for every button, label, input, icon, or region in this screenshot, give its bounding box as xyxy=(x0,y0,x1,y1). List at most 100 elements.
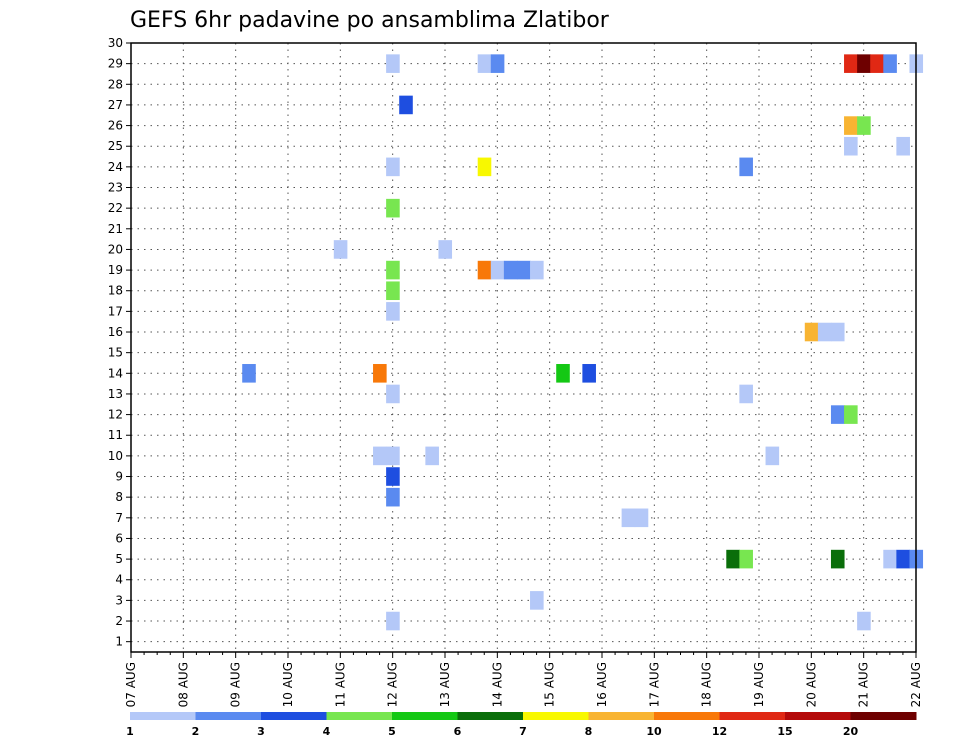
x-tick-label: 14 AUG xyxy=(490,662,504,707)
y-tick-label: 11 xyxy=(108,428,123,442)
legend-swatch xyxy=(326,712,393,720)
heatmap-cell xyxy=(530,260,544,280)
legend-swatch xyxy=(719,712,786,720)
legend-swatch xyxy=(654,712,720,720)
heatmap-cell xyxy=(739,549,753,569)
heatmap-cell xyxy=(386,446,400,466)
x-tick-label: 19 AUG xyxy=(752,662,766,707)
y-tick-label: 22 xyxy=(108,201,123,215)
heatmap-cell xyxy=(556,364,570,383)
heatmap-cell xyxy=(634,508,649,528)
heatmap-cell xyxy=(386,611,400,631)
heatmap-cell xyxy=(386,54,400,73)
heatmap-cell xyxy=(739,384,753,404)
gridlines xyxy=(131,42,916,652)
legend-label: 10 xyxy=(646,725,662,738)
y-tick-label: 26 xyxy=(108,119,123,133)
heatmap-cell xyxy=(516,260,531,280)
legend-label: 1 xyxy=(126,725,134,738)
heatmap-cell xyxy=(386,260,400,280)
y-tick-label: 1 xyxy=(115,635,123,649)
y-tick-label: 29 xyxy=(108,57,123,71)
heatmap-cell xyxy=(857,611,871,631)
legend-swatch xyxy=(785,712,851,720)
x-tick-label: 21 AUG xyxy=(857,662,871,707)
legend-label: 5 xyxy=(388,725,396,738)
y-tick-label: 24 xyxy=(108,160,123,174)
heatmap-cell xyxy=(490,54,505,73)
heatmap-cell xyxy=(386,281,400,301)
x-tick-label: 07 AUG xyxy=(124,662,138,707)
y-tick-label: 5 xyxy=(115,552,123,566)
heatmap-cell xyxy=(726,549,740,569)
y-tick-label: 13 xyxy=(108,387,123,401)
y-tick-label: 16 xyxy=(108,325,123,339)
x-tick-label: 16 AUG xyxy=(595,662,609,707)
legend-label: 7 xyxy=(519,725,527,738)
heatmap-cell xyxy=(477,54,492,73)
legend-swatch xyxy=(850,712,917,720)
legend-label: 12 xyxy=(712,725,727,738)
y-tick-label: 19 xyxy=(108,263,123,277)
heatmap-cell xyxy=(530,591,544,610)
x-tick-label: 13 AUG xyxy=(438,662,452,707)
heatmap-cell xyxy=(438,240,453,259)
y-tick-label: 8 xyxy=(115,490,123,504)
heatmap-cell xyxy=(425,446,439,466)
y-tick-label: 18 xyxy=(108,284,123,298)
heatmap-cell xyxy=(870,54,884,73)
legend-swatch xyxy=(261,712,327,720)
x-tick-label: 08 AUG xyxy=(176,662,190,707)
y-tick-label: 28 xyxy=(108,77,123,91)
legend-label: 2 xyxy=(192,725,200,738)
legend-label: 20 xyxy=(843,725,859,738)
heatmap-cell xyxy=(857,116,871,135)
legend-swatch xyxy=(523,712,589,720)
heatmap-cell xyxy=(386,302,400,321)
y-tick-label: 10 xyxy=(108,449,123,463)
y-tick-label: 14 xyxy=(108,366,123,380)
heatmap-cell xyxy=(830,549,845,569)
x-tick-label: 12 AUG xyxy=(386,662,400,707)
y-tick-label: 15 xyxy=(108,346,123,360)
heatmap-cell xyxy=(333,240,348,259)
x-tick-label: 11 AUG xyxy=(333,662,347,707)
x-tick-label: 09 AUG xyxy=(229,662,243,707)
data-cells xyxy=(242,54,924,631)
x-tick-label: 17 AUG xyxy=(647,662,661,707)
y-tick-label: 12 xyxy=(108,408,123,422)
y-axis: 1234567891011121314151617181920212223242… xyxy=(108,36,131,649)
heatmap-cell xyxy=(844,116,858,135)
x-tick-label: 15 AUG xyxy=(543,662,557,707)
heatmap-cell xyxy=(817,322,832,342)
heatmap-cell xyxy=(386,467,400,486)
heatmap-cell xyxy=(896,549,910,569)
heatmap-cell xyxy=(857,54,871,73)
heatmap-cell xyxy=(844,136,858,156)
heatmap-cell xyxy=(621,508,636,528)
y-tick-label: 27 xyxy=(108,98,123,112)
heatmap-cell xyxy=(883,549,897,569)
y-tick-label: 3 xyxy=(115,593,123,607)
y-tick-label: 9 xyxy=(115,470,123,484)
x-tick-label: 22 AUG xyxy=(909,662,923,707)
y-tick-label: 2 xyxy=(115,614,123,628)
heatmap-cell xyxy=(477,260,492,280)
legend-label: 6 xyxy=(454,725,462,738)
legend-swatch xyxy=(130,712,196,720)
x-axis: 07 AUG 08 AUG 09 AUG 10 AUG 11 AUG 12 AUG 13 A… xyxy=(124,652,923,707)
y-tick-label: 4 xyxy=(115,573,123,587)
heatmap-cell xyxy=(386,487,400,507)
y-tick-label: 7 xyxy=(115,511,123,525)
heatmap-cell xyxy=(242,364,256,383)
legend-swatch xyxy=(457,712,524,720)
heatmap-cell xyxy=(386,384,400,404)
heatmap-cell xyxy=(844,405,858,424)
plot-frame xyxy=(130,42,917,653)
legend-label: 15 xyxy=(777,725,792,738)
y-tick-label: 25 xyxy=(108,139,123,153)
heatmap-cell xyxy=(739,157,753,177)
heatmap-cell xyxy=(386,157,400,177)
color-legend: 1 2 3 4 5 6 7 8 10 12 15 20 xyxy=(126,712,917,738)
